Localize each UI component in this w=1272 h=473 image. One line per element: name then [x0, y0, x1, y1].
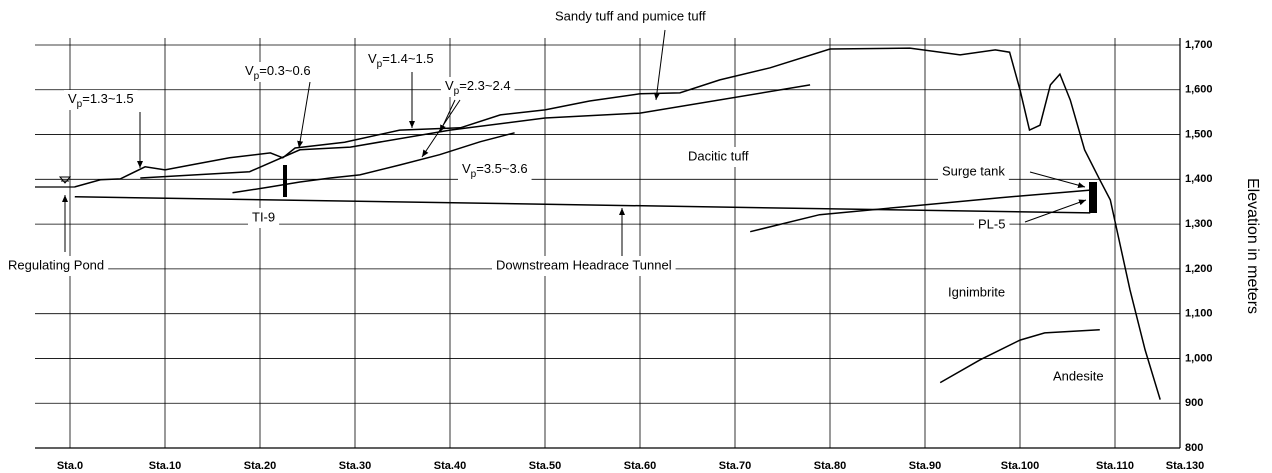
x-tick-label: Sta.40: [434, 460, 466, 472]
annotation: Vp=3.5~3.6: [462, 161, 528, 179]
label-background: [4, 256, 109, 276]
label-background: [974, 215, 1010, 235]
label-background: [364, 50, 438, 70]
label-background: [441, 77, 515, 97]
label-background: [248, 208, 280, 228]
y-tick-label: 1,600: [1185, 84, 1213, 96]
label-background: [64, 90, 138, 110]
annotation-part: =0.3~0.6: [259, 63, 310, 78]
y-tick-label: 1,400: [1185, 173, 1213, 185]
annotation: Regulating Pond: [8, 257, 104, 272]
annotation-part: p: [471, 169, 477, 180]
label-background: [492, 256, 676, 276]
x-tick-label: Sta.30: [339, 460, 371, 472]
annotation: Ignimbrite: [948, 284, 1005, 299]
annotation-part: V: [445, 78, 454, 93]
annotation-part: V: [68, 91, 77, 106]
label-background: [458, 160, 532, 180]
y-axis-label: Elevation in meters: [1244, 178, 1261, 314]
annotation-part: =2.3~2.4: [459, 78, 510, 93]
y-tick-label: 800: [1185, 442, 1203, 454]
y-tick-label: 1,100: [1185, 308, 1213, 320]
y-tick-label: 1,200: [1185, 263, 1213, 275]
label-background: [241, 62, 315, 82]
annotation-part: V: [462, 161, 471, 176]
annotation: Vp=1.3~1.5: [68, 91, 134, 109]
y-tick-label: 900: [1185, 397, 1203, 409]
y-tick-label: 1,000: [1185, 352, 1213, 364]
label-background: [551, 7, 710, 27]
x-tick-label: Sta.10: [149, 460, 181, 472]
annotations: 800 900 1,000 1,100 1,200 1,300 1,400 1,500 1,60…: [4, 7, 1213, 472]
label-background: [938, 162, 1009, 182]
profile-line: [74, 196, 1091, 214]
x-tick-label: Sta.20: [244, 460, 276, 472]
x-tick-label: Sta.110: [1096, 460, 1134, 472]
x-tick-label: Sta.100: [1001, 460, 1040, 472]
annotation: Surge tank: [942, 163, 1005, 178]
annotation: Downstream Headrace Tunnel: [496, 257, 672, 272]
x-tick-label: Sta.0: [57, 460, 83, 472]
x-tick-label: Sta.90: [909, 460, 941, 472]
annotation-part: =3.5~3.6: [476, 161, 527, 176]
annotation-part: p: [254, 71, 260, 82]
annotation-part: p: [377, 59, 383, 70]
annotation-part: V: [245, 63, 254, 78]
x-tick-label: Sta.80: [814, 460, 846, 472]
profile-line: [232, 132, 515, 194]
y-tick-label: 1,300: [1185, 218, 1213, 230]
annotation: Dacitic tuff: [688, 148, 749, 163]
profile-line: [939, 329, 1100, 384]
x-tick-label: Sta.70: [719, 460, 751, 472]
annotation-part: V: [368, 51, 377, 66]
label-background: [1049, 367, 1108, 387]
profile-line: [74, 47, 1161, 400]
annotation: Vp=0.3~0.6: [245, 63, 311, 81]
x-tick-label: Sta.50: [529, 460, 561, 472]
y-tick-label: 1,500: [1185, 128, 1213, 140]
x-tick-label: Sta.130: [1166, 460, 1205, 472]
annotation: Sandy tuff and pumice tuff: [555, 8, 706, 23]
annotation: TI-9: [252, 209, 275, 224]
annotation-part: p: [77, 99, 83, 110]
annotation-part: =1.3~1.5: [82, 91, 133, 106]
y-tick-label: 1,700: [1185, 39, 1213, 51]
annotation-part: =1.4~1.5: [382, 51, 433, 66]
label-background: [944, 283, 1010, 303]
profile-lines: [74, 47, 1161, 400]
profile-line: [140, 84, 811, 179]
layout-shapes: [35, 29, 1097, 256]
annotation: Andesite: [1053, 368, 1104, 383]
x-tick-label: Sta.60: [624, 460, 656, 472]
annotation-part: p: [454, 86, 460, 97]
annotation: PL-5: [978, 216, 1005, 231]
annotation: Vp=1.4~1.5: [368, 51, 434, 69]
annotation: Vp=2.3~2.4: [445, 78, 511, 96]
grid: [35, 38, 1181, 449]
label-background: [684, 147, 753, 167]
profile-line: [750, 189, 1091, 233]
